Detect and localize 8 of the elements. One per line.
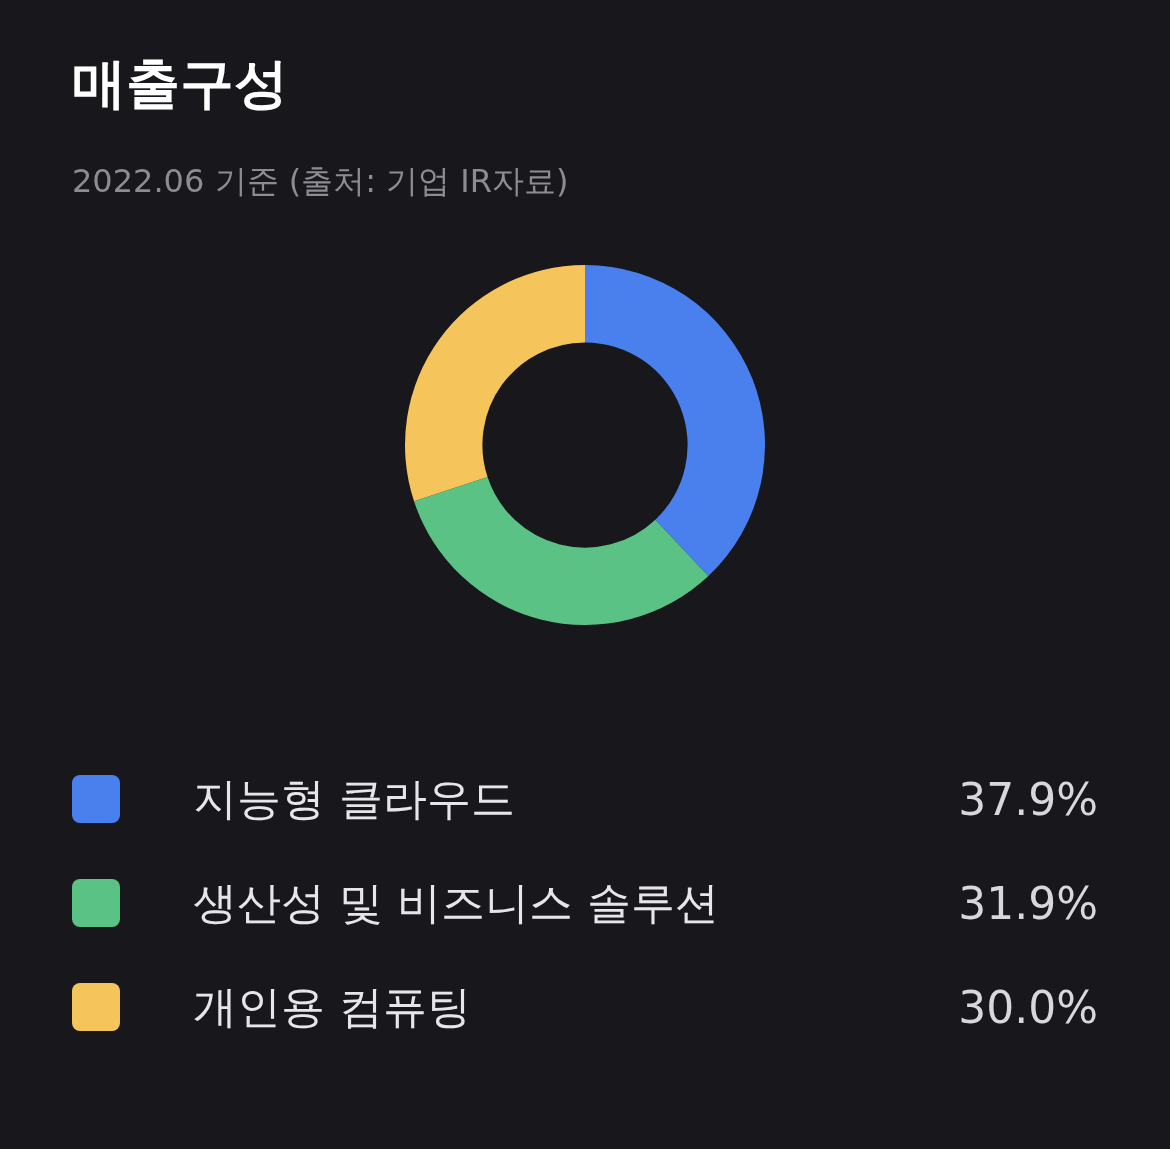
data-label: 37.9% — [958, 773, 1098, 825]
legend-label: 개인용 컴퓨팅 — [193, 979, 472, 1034]
chart-title: 매출구성 — [72, 51, 288, 117]
legend-label: 지능형 클라우드 — [193, 771, 516, 826]
data-label: 31.9% — [958, 877, 1098, 929]
data-label: 30.0% — [958, 981, 1098, 1033]
chart-subtitle: 2022.06 기준 (출처: 기업 IR자료) — [72, 161, 569, 202]
legend-label: 생산성 및 비즈니스 솔루션 — [193, 875, 720, 930]
